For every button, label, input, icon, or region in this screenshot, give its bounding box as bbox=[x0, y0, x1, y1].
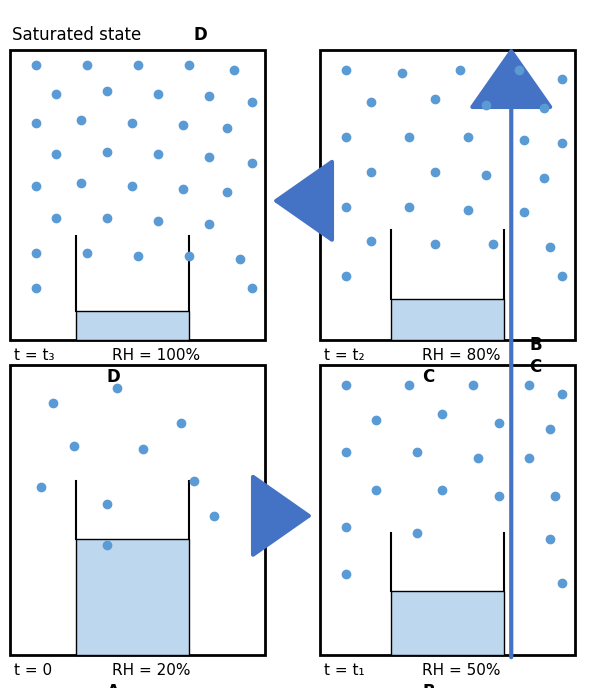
Text: t = t₂: t = t₂ bbox=[324, 348, 365, 363]
Bar bbox=[320, 365, 575, 655]
Text: t = t₃: t = t₃ bbox=[14, 348, 55, 363]
Text: t = t₁: t = t₁ bbox=[324, 663, 365, 678]
Text: t = 0: t = 0 bbox=[14, 663, 52, 678]
Text: D: D bbox=[194, 26, 208, 44]
Bar bbox=[76, 539, 188, 655]
Text: B: B bbox=[422, 683, 434, 688]
Bar bbox=[320, 50, 575, 340]
Bar bbox=[10, 365, 265, 655]
Text: A: A bbox=[107, 683, 120, 688]
Bar bbox=[10, 50, 265, 340]
Text: RH = 80%: RH = 80% bbox=[422, 348, 500, 363]
Text: Saturated state: Saturated state bbox=[12, 26, 141, 44]
Text: RH = 50%: RH = 50% bbox=[422, 663, 500, 678]
Text: C: C bbox=[529, 358, 542, 376]
Text: B: B bbox=[529, 336, 542, 354]
Text: C: C bbox=[422, 368, 434, 386]
Bar bbox=[391, 591, 503, 655]
Text: D: D bbox=[107, 368, 121, 386]
Bar bbox=[391, 299, 503, 340]
Text: RH = 100%: RH = 100% bbox=[112, 348, 200, 363]
Bar bbox=[76, 311, 188, 340]
Text: RH = 20%: RH = 20% bbox=[112, 663, 191, 678]
